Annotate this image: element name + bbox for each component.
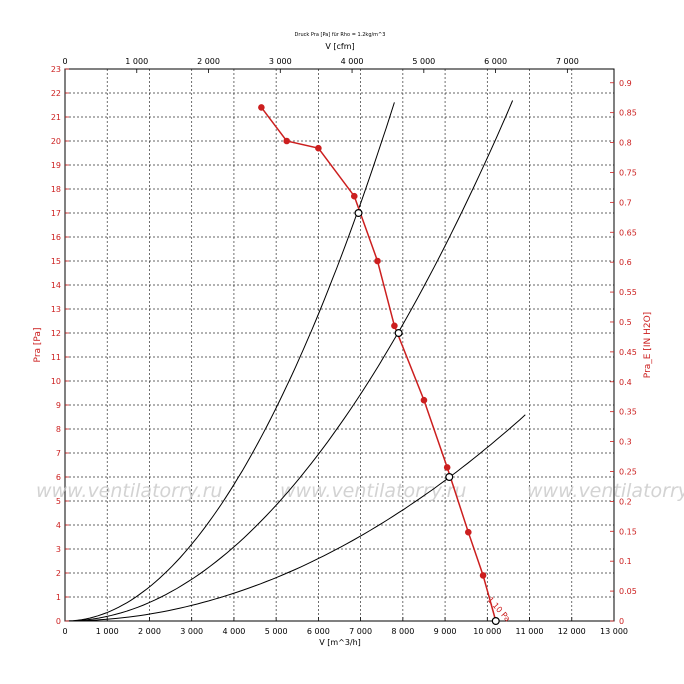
x-tick-label: 0 (62, 627, 67, 636)
y2-tick-label: 0.75 (619, 168, 637, 177)
y2-axis-label: Pra_E [IN H2O] (643, 312, 653, 378)
x-tick-label: 4 000 (222, 627, 245, 636)
x-axis-label: V [m^3/h] (319, 638, 361, 647)
grid-lines (65, 69, 614, 621)
y-tick-label: 13 (51, 305, 61, 314)
x-tick-label: 12 000 (558, 627, 586, 636)
y2-tick-label: 0.25 (619, 467, 637, 476)
y-tick-label: 1 (56, 593, 61, 602)
fan-curve-point (374, 257, 381, 265)
operating-points (354, 209, 500, 625)
fan-curve-point (479, 572, 487, 579)
y-tick-label: 18 (51, 185, 61, 194)
x2-tick-label: 7 000 (556, 57, 579, 66)
x-tick-label: 11 000 (516, 627, 544, 636)
y2-tick-label: 0.4 (619, 378, 632, 387)
x2-tick-label: 3 000 (269, 57, 292, 66)
operating-point (354, 209, 363, 218)
y2-tick-label: 0.35 (619, 408, 637, 417)
watermark-layer: www.ventilatorry.ru www.ventilatorry.ru ww… (36, 480, 684, 502)
x-tick-label: 13 000 (600, 627, 628, 636)
x2-tick-label: 2 000 (197, 57, 220, 66)
operating-point (445, 473, 454, 482)
watermark-text: www.ventilatorry.ru (527, 480, 684, 502)
y2-tick-label: 0.05 (619, 587, 637, 596)
y-tick-label: 7 (56, 449, 61, 458)
x2-tick-label: 0 (62, 57, 67, 66)
y2-tick-label: 0.8 (619, 139, 632, 148)
y-tick-label: 20 (51, 137, 61, 146)
fan-curve-point (443, 464, 451, 471)
operating-point (394, 329, 403, 338)
watermark-text: www.ventilatorry.ru (280, 480, 466, 502)
y-tick-label: 22 (51, 89, 61, 98)
x-tick-label: 8 000 (391, 627, 414, 636)
y2-tick-label: 0.9 (619, 79, 632, 88)
operating-point (491, 616, 500, 625)
y-tick-label: 15 (51, 257, 61, 266)
y-tick-label: 4 (56, 521, 61, 530)
chart-title: Druck Pra [Pa] für Rho = 1.2kg/m^3 (295, 32, 386, 38)
y-tick-label: 12 (51, 329, 61, 338)
fan-curve-point (258, 104, 265, 111)
y-tick-label: 3 (56, 545, 61, 554)
y-tick-label: 5 (56, 497, 61, 506)
x2-tick-label: 6 000 (484, 57, 507, 66)
y-tick-label: 8 (56, 425, 61, 434)
y-tick-label: 9 (56, 401, 61, 410)
fan-curve-point (283, 137, 291, 145)
x-tick-label: 6 000 (307, 627, 330, 636)
y2-tick-label: 0.65 (619, 228, 637, 237)
y2-tick-label: 0.5 (619, 318, 632, 327)
fan-curve-point (350, 192, 358, 200)
y-tick-label: 17 (51, 209, 61, 218)
x-tick-label: 1 000 (96, 627, 119, 636)
y2-tick-label: 0.6 (619, 258, 632, 267)
fan-curve (258, 104, 497, 622)
watermark-text: www.ventilatorry.ru (36, 480, 222, 502)
system-curve (64, 100, 514, 622)
y-axis-label: Pra [Pa] (33, 328, 43, 363)
x2-axis-label: V [cfm] (325, 42, 354, 51)
y-tick-label: 6 (56, 473, 61, 482)
y-tick-label: 21 (51, 113, 61, 122)
y2-tick-label: 0.55 (619, 288, 637, 297)
system-curve (64, 102, 395, 622)
y-tick-label: 19 (51, 161, 61, 170)
y-tick-label: 16 (51, 233, 61, 242)
x-tick-label: 10 000 (473, 627, 501, 636)
y-tick-label: 2 (56, 569, 61, 578)
y-tick-label: 10 (51, 377, 61, 386)
y-tick-label: 14 (51, 281, 61, 290)
y2-tick-label: 0.85 (619, 109, 637, 118)
fan-curve-point (315, 144, 322, 152)
x-tick-label: 5 000 (265, 627, 288, 636)
x-tick-label: 7 000 (349, 627, 372, 636)
y2-tick-label: 0.1 (619, 557, 632, 566)
fan-curve-point (465, 528, 472, 536)
fan-curve-point (420, 396, 428, 404)
x2-tick-label: 1 000 (125, 57, 148, 66)
x-tick-label: 9 000 (434, 627, 457, 636)
y2-tick-label: 0.2 (619, 497, 632, 506)
x2-tick-label: 4 000 (341, 57, 364, 66)
y2-tick-label: 0 (619, 617, 624, 626)
x2-tick-label: 5 000 (412, 57, 435, 66)
y2-tick-label: 0.7 (619, 198, 632, 207)
y-tick-label: 11 (51, 353, 61, 362)
x-tick-label: 3 000 (180, 627, 203, 636)
fan-curve-point (391, 322, 398, 330)
x-tick-label: 2 000 (138, 627, 161, 636)
y2-tick-label: 0.15 (619, 527, 637, 536)
y2-tick-label: 0.3 (619, 438, 632, 447)
y2-tick-label: 0.45 (619, 348, 637, 357)
plot-frame (64, 68, 615, 622)
y-tick-label: 0 (56, 617, 61, 626)
y-tick-label: 23 (51, 65, 61, 74)
